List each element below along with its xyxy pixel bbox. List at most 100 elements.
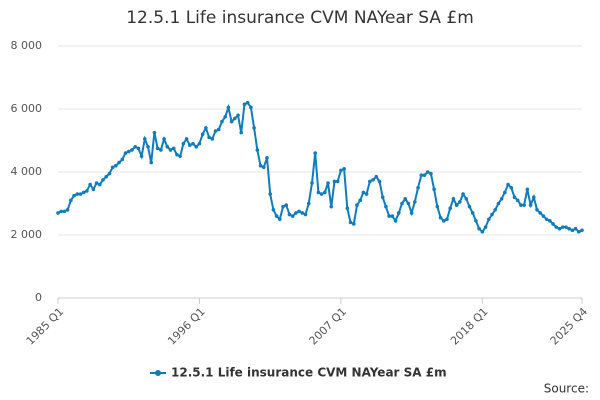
point (345, 206, 350, 211)
point (474, 219, 478, 223)
point (184, 137, 189, 141)
legend-marker (155, 370, 161, 376)
point (348, 220, 353, 225)
point (461, 192, 465, 196)
point (422, 173, 427, 177)
point (139, 154, 144, 159)
point (416, 185, 420, 190)
point (178, 154, 182, 159)
point (509, 185, 514, 190)
point (72, 193, 76, 198)
point (528, 203, 533, 207)
y-tick-label: 8 000 (11, 39, 43, 52)
point (290, 214, 295, 218)
point (149, 160, 154, 165)
point (233, 116, 237, 121)
point (470, 211, 475, 215)
point (570, 228, 575, 233)
point (503, 190, 507, 195)
point (323, 190, 327, 195)
point (384, 204, 388, 209)
point (97, 182, 102, 187)
point (252, 126, 256, 130)
y-tick-label: 0 (35, 291, 42, 304)
point (531, 195, 536, 199)
point (159, 148, 163, 152)
x-tick-label: 2007 Q1 (307, 305, 350, 348)
point (191, 141, 195, 146)
point (62, 209, 67, 214)
point (425, 170, 430, 174)
x-tick-label: 1996 Q1 (165, 305, 208, 348)
point (355, 203, 359, 207)
point (580, 228, 584, 233)
point (548, 219, 552, 223)
point (175, 152, 179, 157)
point (576, 230, 581, 234)
point (123, 151, 128, 155)
point (342, 167, 346, 171)
point (371, 178, 375, 182)
point (361, 190, 366, 195)
chart-title: 12.5.1 Life insurance CVM NAYear SA £m (126, 8, 474, 28)
point (300, 211, 305, 215)
point (188, 143, 192, 148)
point (142, 137, 147, 141)
point (94, 181, 99, 185)
point (65, 208, 70, 212)
point (332, 179, 337, 184)
point (75, 192, 80, 196)
point (522, 203, 526, 207)
point (104, 174, 109, 179)
point (335, 179, 340, 184)
point (557, 226, 562, 231)
point (274, 214, 279, 218)
point (525, 187, 530, 192)
point (271, 208, 276, 212)
point (506, 182, 510, 187)
point (326, 181, 330, 185)
point (110, 165, 115, 170)
point (496, 201, 501, 206)
point (220, 119, 224, 124)
point (133, 145, 137, 149)
point (171, 146, 176, 151)
point (538, 211, 543, 215)
point (210, 137, 215, 141)
point (438, 215, 443, 220)
point (544, 217, 549, 222)
point (483, 225, 488, 229)
point (448, 206, 452, 211)
point (393, 219, 398, 223)
point (454, 203, 459, 207)
point (117, 160, 121, 165)
point (432, 187, 436, 192)
point (165, 145, 170, 149)
point (249, 105, 253, 110)
point (477, 226, 481, 231)
point (155, 146, 160, 151)
point (490, 212, 494, 217)
point (486, 217, 491, 222)
point (107, 171, 112, 176)
point (409, 211, 414, 215)
point (181, 141, 186, 146)
point (268, 192, 272, 196)
point (564, 225, 568, 229)
point (236, 113, 240, 118)
point (567, 226, 571, 231)
point (413, 200, 417, 204)
x-tick-label: 1985 Q1 (24, 305, 67, 348)
point (245, 100, 250, 105)
point (493, 208, 498, 212)
point (101, 178, 105, 182)
point (458, 200, 462, 204)
point (467, 204, 472, 209)
point (380, 195, 385, 199)
y-tick-label: 2 000 (11, 228, 43, 241)
point (535, 208, 539, 212)
point (441, 219, 446, 223)
point (515, 198, 520, 203)
point (258, 163, 263, 168)
point (287, 212, 292, 217)
